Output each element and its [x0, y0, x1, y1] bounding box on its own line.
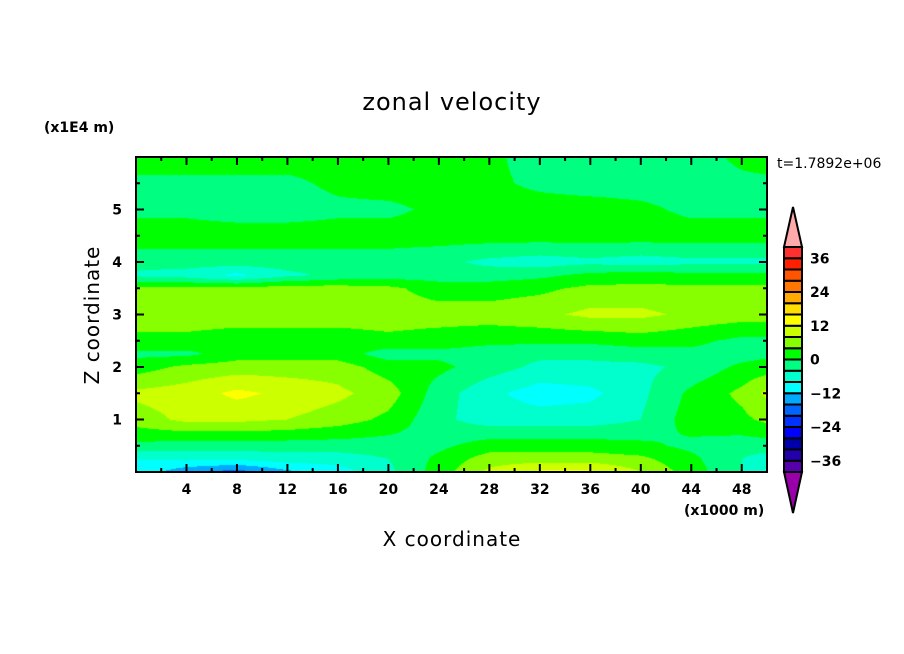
colorbar-box [783, 336, 803, 350]
x-tick-label: 44 [682, 482, 702, 498]
y-tick-label: 5 [112, 203, 122, 219]
x-tick-label: 40 [631, 482, 651, 498]
x-axis-unit: (x1000 m) [684, 503, 765, 519]
colorbar-box [783, 302, 803, 316]
colorbar-box [783, 358, 803, 372]
y-tick-label: 4 [112, 255, 122, 271]
colorbar-under-triangle [782, 471, 804, 514]
colorbar-label: 0 [810, 353, 820, 369]
x-tick-label: 20 [379, 482, 399, 498]
colorbar-over-triangle [782, 206, 804, 248]
x-tick-label: 16 [328, 482, 347, 498]
y-tick-label: 3 [112, 308, 122, 324]
colorbar-box [783, 268, 803, 282]
colorbar-label: 12 [810, 319, 829, 335]
x-tick-label: 48 [732, 482, 751, 498]
y-tick-label: 1 [112, 413, 122, 429]
x-tick-label: 8 [232, 482, 242, 498]
x-tick-label: 28 [480, 482, 499, 498]
colorbar-box [783, 448, 803, 462]
colorbar-label: 36 [810, 251, 829, 267]
colorbar-box [783, 257, 803, 271]
y-axis-unit: (x1E4 m) [44, 120, 115, 136]
colorbar-box [783, 246, 803, 260]
colorbar-label: −12 [810, 386, 841, 402]
colorbar-box [783, 392, 803, 406]
x-tick-label: 4 [182, 482, 192, 498]
colorbar-box [783, 437, 803, 451]
colorbar-box [783, 291, 803, 305]
x-tick-label: 12 [278, 482, 297, 498]
contour-field [136, 157, 767, 472]
colorbar-label: −36 [810, 454, 841, 470]
colorbar-box [783, 347, 803, 361]
colorbar-box [783, 369, 803, 383]
colorbar-box [783, 324, 803, 338]
colorbar-label: −24 [810, 420, 841, 436]
colorbar-box [783, 403, 803, 417]
x-tick-label: 24 [429, 482, 449, 498]
x-axis-label: X coordinate [382, 527, 522, 551]
x-tick-label: 36 [581, 482, 600, 498]
plot-frame [135, 156, 768, 473]
colorbar-box [783, 459, 803, 473]
x-tick-label: 32 [530, 482, 549, 498]
colorbar-box [783, 381, 803, 395]
colorbar-box [783, 426, 803, 440]
y-tick-label: 2 [112, 360, 122, 376]
colorbar-box [783, 414, 803, 428]
colorbar-label: 24 [810, 285, 830, 301]
chart-title: zonal velocity [362, 88, 542, 116]
colorbar-box [783, 279, 803, 293]
colorbar-box [783, 313, 803, 327]
time-label: t=1.7892e+06 [777, 156, 882, 172]
